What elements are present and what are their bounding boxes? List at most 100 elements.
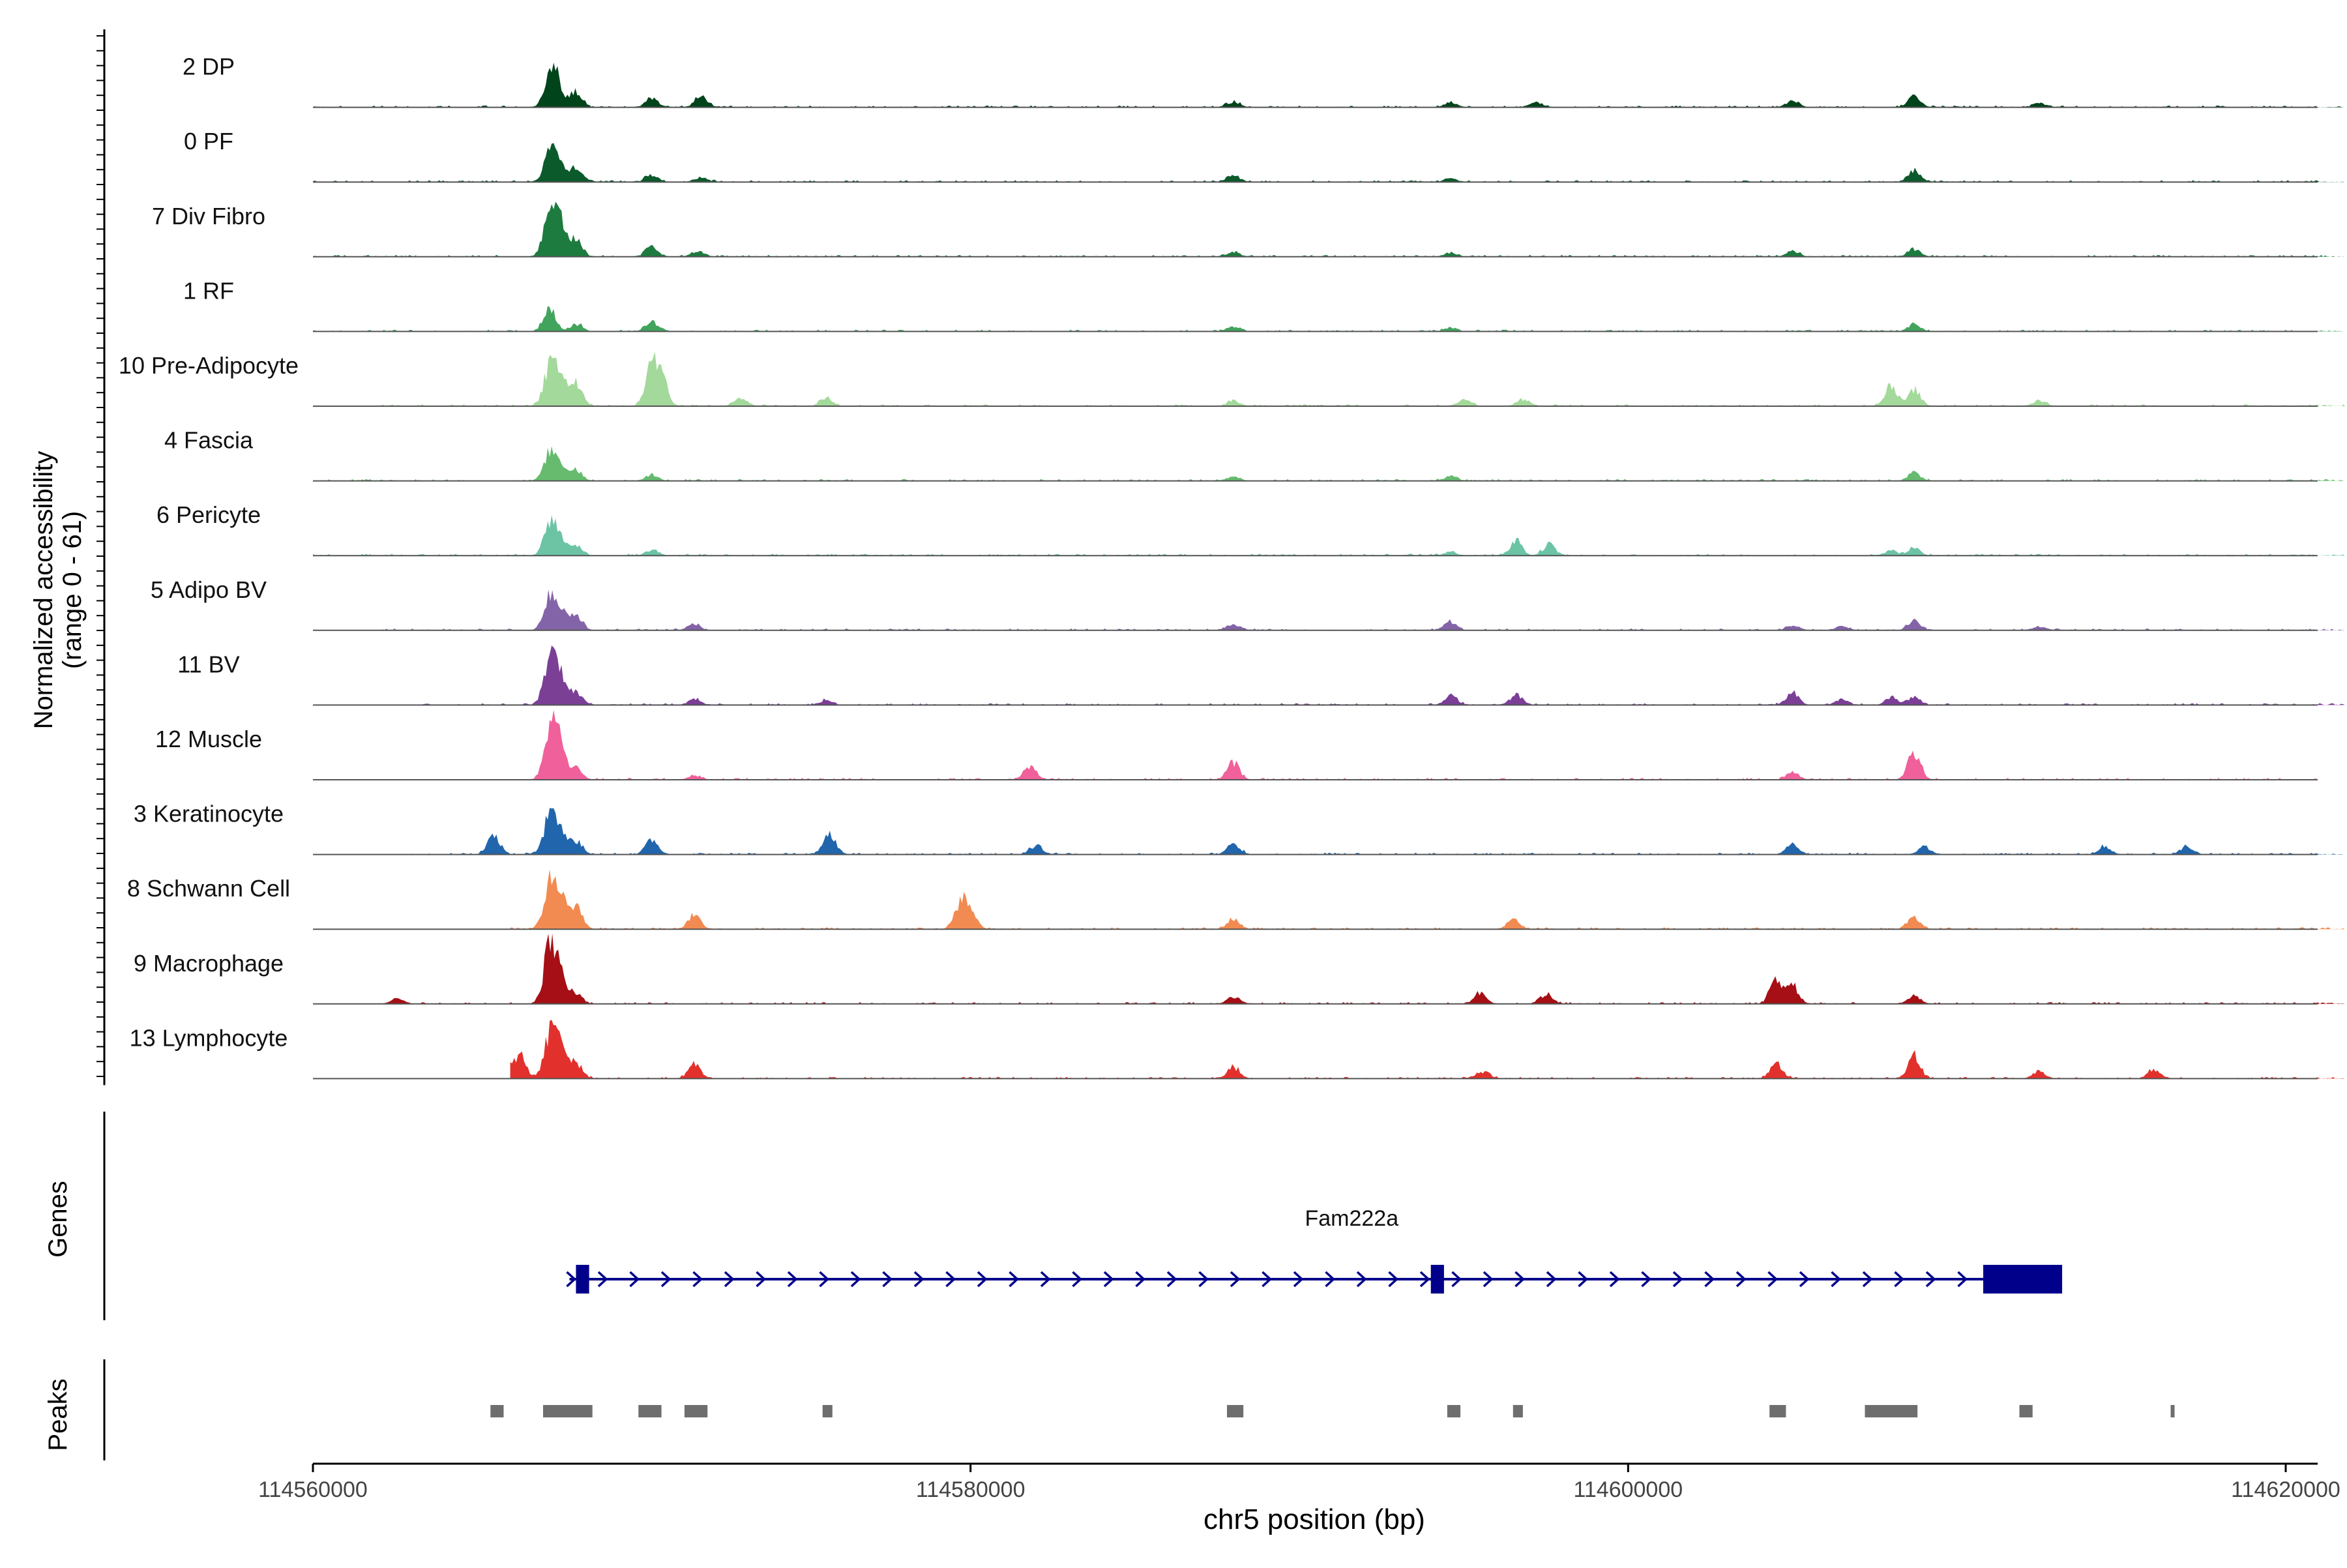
- peak-region: [1447, 1405, 1461, 1417]
- strand-chevron: [692, 1271, 703, 1288]
- x-tick-label: 114560000: [258, 1477, 368, 1502]
- track-label: 10 Pre-Adipocyte: [119, 352, 299, 379]
- track-label: 3 Keratinocyte: [134, 801, 284, 827]
- track-label: 9 Macrophage: [134, 950, 284, 977]
- peak-region: [2170, 1405, 2175, 1417]
- strand-chevron: [1894, 1271, 1905, 1288]
- peak-region: [684, 1405, 708, 1417]
- track-13: 13 Lymphocyte: [130, 1020, 2345, 1080]
- genes-ylabel: Genes: [44, 1181, 72, 1258]
- peak-region: [543, 1405, 593, 1417]
- strand-chevron: [1641, 1271, 1652, 1288]
- strand-chevron: [850, 1271, 861, 1288]
- strand-chevron: [756, 1271, 767, 1288]
- strand-chevron: [724, 1271, 735, 1288]
- peak-region: [1865, 1405, 1918, 1417]
- gene-exon: [1430, 1265, 1444, 1294]
- track-9: 12 Muscle: [155, 709, 2319, 780]
- strand-chevron: [1925, 1271, 1936, 1288]
- strand-chevron: [819, 1271, 830, 1288]
- coverage-area: [378, 589, 2345, 630]
- strand-chevron: [1040, 1271, 1051, 1288]
- peak-region: [1227, 1405, 1244, 1417]
- coverage-area: [510, 869, 2345, 930]
- track-12: 9 Macrophage: [134, 933, 2345, 1005]
- track-6: 6 Pericyte: [156, 501, 2345, 557]
- track-7: 5 Adipo BV: [151, 576, 2345, 631]
- strand-chevron: [977, 1271, 988, 1288]
- track-0: 2 DP: [183, 53, 2345, 108]
- track-label: 8 Schwann Cell: [127, 875, 290, 902]
- coverage-area: [510, 1020, 2345, 1079]
- strand-chevron: [1262, 1271, 1273, 1288]
- strand-chevron: [1388, 1271, 1399, 1288]
- track-2: 7 Div Fibro: [152, 201, 2345, 258]
- strand-chevron: [945, 1271, 956, 1288]
- strand-chevron: [1072, 1271, 1083, 1288]
- coverage-ylabel-line2: (range 0 - 61): [58, 511, 87, 669]
- x-tick-label: 114600000: [1573, 1477, 1683, 1502]
- coverage-ylabel-line1: Normalized accessibility: [29, 451, 58, 730]
- coverage-area: [378, 933, 2345, 1004]
- track-11: 8 Schwann Cell: [127, 869, 2345, 930]
- x-axis-label: chr5 position (bp): [1203, 1503, 1425, 1535]
- coverage-area: [378, 351, 2345, 406]
- strand-chevron: [1609, 1271, 1620, 1288]
- strand-chevron: [1799, 1271, 1810, 1288]
- strand-chevron: [1735, 1271, 1747, 1288]
- gene-exon: [1983, 1265, 2063, 1294]
- strand-chevron: [787, 1271, 798, 1288]
- track-5: 4 Fascia: [164, 427, 2345, 482]
- strand-chevron: [913, 1271, 924, 1288]
- gene-name: Fam222a: [1305, 1206, 1398, 1231]
- track-3: 1 RF: [183, 277, 2345, 333]
- strand-chevron: [1293, 1271, 1304, 1288]
- peaks-ylabel: Peaks: [44, 1378, 72, 1451]
- strand-chevron: [1325, 1271, 1336, 1288]
- strand-chevron: [1862, 1271, 1873, 1288]
- peak-region: [822, 1405, 833, 1417]
- strand-chevron: [660, 1271, 672, 1288]
- strand-chevron: [1578, 1271, 1589, 1288]
- strand-chevron: [1514, 1271, 1526, 1288]
- gene-exon: [576, 1265, 589, 1294]
- strand-chevron: [597, 1271, 608, 1288]
- track-label: 13 Lymphocyte: [130, 1024, 288, 1051]
- track-label: 1 RF: [183, 277, 234, 304]
- peak-region: [2019, 1405, 2033, 1417]
- peak-region: [638, 1405, 662, 1417]
- strand-chevron: [1672, 1271, 1683, 1288]
- strand-chevron: [629, 1271, 640, 1288]
- x-tick-label: 114580000: [916, 1477, 1026, 1502]
- strand-chevron: [1230, 1271, 1241, 1288]
- strand-chevron: [1166, 1271, 1177, 1288]
- strand-chevron: [1451, 1271, 1462, 1288]
- track-1: 0 PF: [184, 128, 2345, 183]
- strand-chevron: [1831, 1271, 1842, 1288]
- strand-chevron: [1546, 1271, 1557, 1288]
- track-label: 11 BV: [177, 651, 239, 677]
- track-10: 3 Keratinocyte: [134, 801, 2345, 855]
- strand-chevron: [1103, 1271, 1114, 1288]
- track-label: 2 DP: [183, 53, 235, 80]
- strand-chevron: [566, 1271, 577, 1288]
- strand-chevron: [1483, 1271, 1494, 1288]
- strand-chevron: [1198, 1271, 1209, 1288]
- strand-chevron: [1009, 1271, 1020, 1288]
- peak-region: [1513, 1405, 1523, 1417]
- strand-chevron: [1419, 1271, 1430, 1288]
- strand-chevron: [882, 1271, 893, 1288]
- strand-chevron: [1356, 1271, 1367, 1288]
- strand-chevron: [1704, 1271, 1715, 1288]
- track-label: 12 Muscle: [155, 726, 262, 752]
- strand-chevron: [1135, 1271, 1146, 1288]
- x-tick-label: 114620000: [2231, 1477, 2340, 1502]
- strand-chevron: [1767, 1271, 1779, 1288]
- peak-region: [1769, 1405, 1786, 1417]
- strand-chevron: [1957, 1271, 1968, 1288]
- track-8: 11 BV: [177, 645, 2345, 706]
- track-label: 0 PF: [184, 128, 233, 155]
- peak-region: [490, 1405, 504, 1417]
- track-label: 6 Pericyte: [156, 501, 261, 528]
